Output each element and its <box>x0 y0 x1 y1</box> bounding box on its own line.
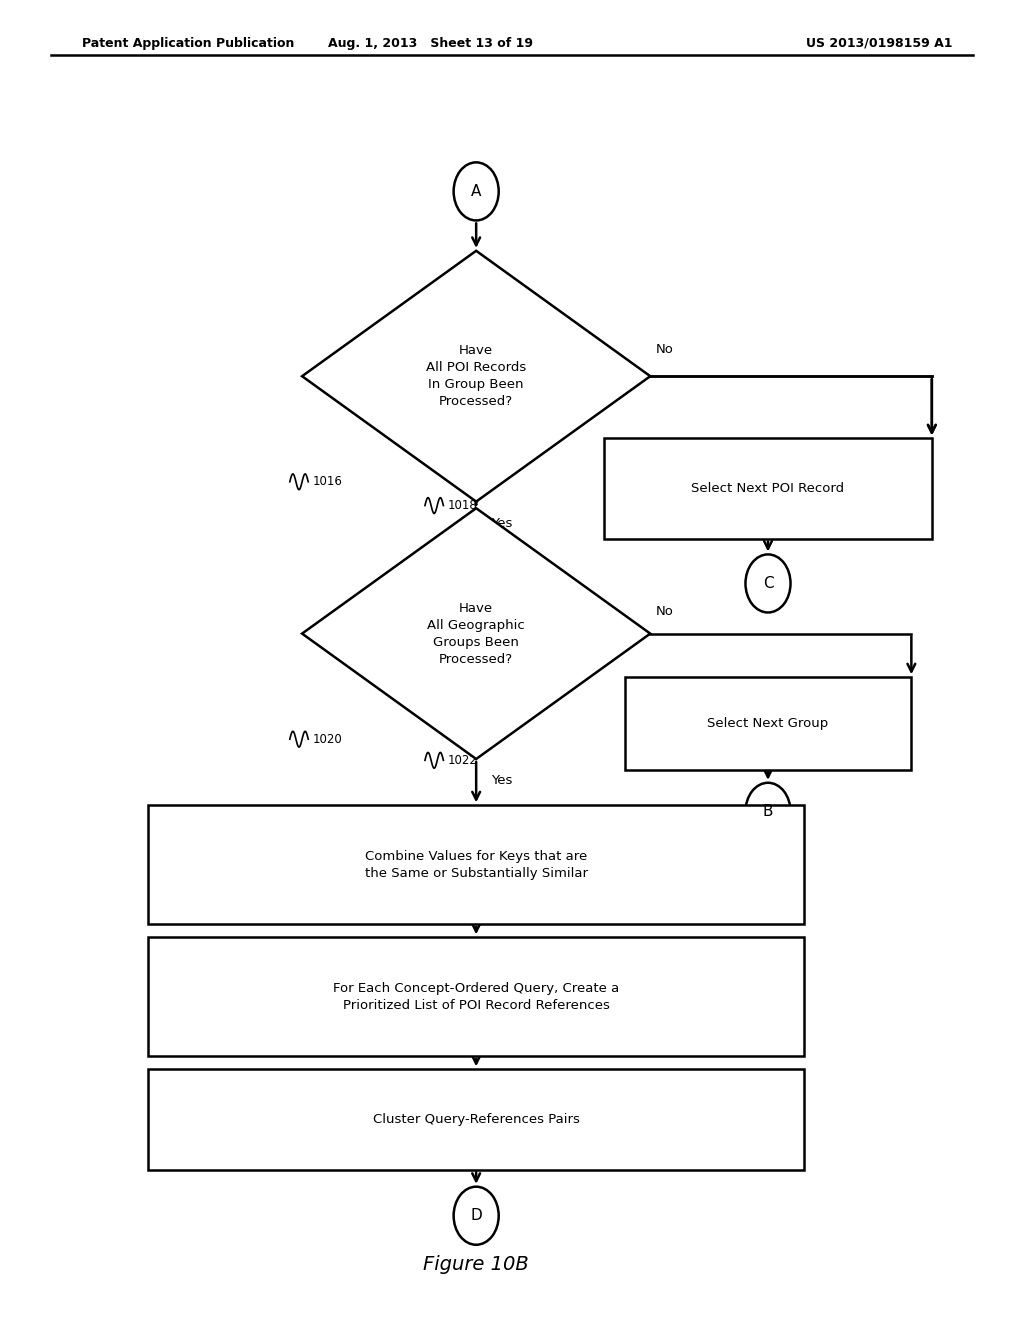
Bar <box>625 677 911 770</box>
Circle shape <box>454 162 499 220</box>
Text: 1026: 1026 <box>715 1032 744 1045</box>
Text: No: No <box>655 343 673 356</box>
Text: B: B <box>763 804 773 820</box>
Text: Select Next Group: Select Next Group <box>708 717 828 730</box>
Text: Yes: Yes <box>492 774 513 787</box>
Text: Cluster Query-References Pairs: Cluster Query-References Pairs <box>373 1113 580 1126</box>
Text: A: A <box>471 183 481 199</box>
Text: Combine Values for Keys that are
the Same or Substantially Similar: Combine Values for Keys that are the Sam… <box>365 850 588 879</box>
Text: Have
All POI Records
In Group Been
Processed?: Have All POI Records In Group Been Proce… <box>426 345 526 408</box>
Polygon shape <box>302 508 650 759</box>
Text: 1024: 1024 <box>715 900 744 913</box>
Text: 1016: 1016 <box>312 475 342 488</box>
Bar <box>148 937 804 1056</box>
Text: Have
All Geographic
Groups Been
Processed?: Have All Geographic Groups Been Processe… <box>427 602 525 665</box>
Text: C: C <box>763 576 773 591</box>
Text: 1028: 1028 <box>715 1151 744 1164</box>
Text: Aug. 1, 2013   Sheet 13 of 19: Aug. 1, 2013 Sheet 13 of 19 <box>328 37 532 50</box>
Bar <box>604 438 932 539</box>
Text: Patent Application Publication: Patent Application Publication <box>82 37 294 50</box>
Text: 1018: 1018 <box>447 499 477 512</box>
Text: No: No <box>655 605 673 618</box>
Text: 1020: 1020 <box>312 733 342 746</box>
Text: For Each Concept-Ordered Query, Create a
Prioritized List of POI Record Referenc: For Each Concept-Ordered Query, Create a… <box>333 982 620 1011</box>
Text: Select Next POI Record: Select Next POI Record <box>691 482 845 495</box>
Polygon shape <box>302 251 650 502</box>
Text: Figure 10B: Figure 10B <box>423 1255 529 1274</box>
Text: Yes: Yes <box>492 517 513 531</box>
Text: D: D <box>470 1208 482 1224</box>
Text: US 2013/0198159 A1: US 2013/0198159 A1 <box>806 37 952 50</box>
Circle shape <box>745 554 791 612</box>
Circle shape <box>745 783 791 841</box>
Circle shape <box>454 1187 499 1245</box>
Bar <box>148 1069 804 1170</box>
Bar <box>148 805 804 924</box>
Text: 1022: 1022 <box>447 754 477 767</box>
